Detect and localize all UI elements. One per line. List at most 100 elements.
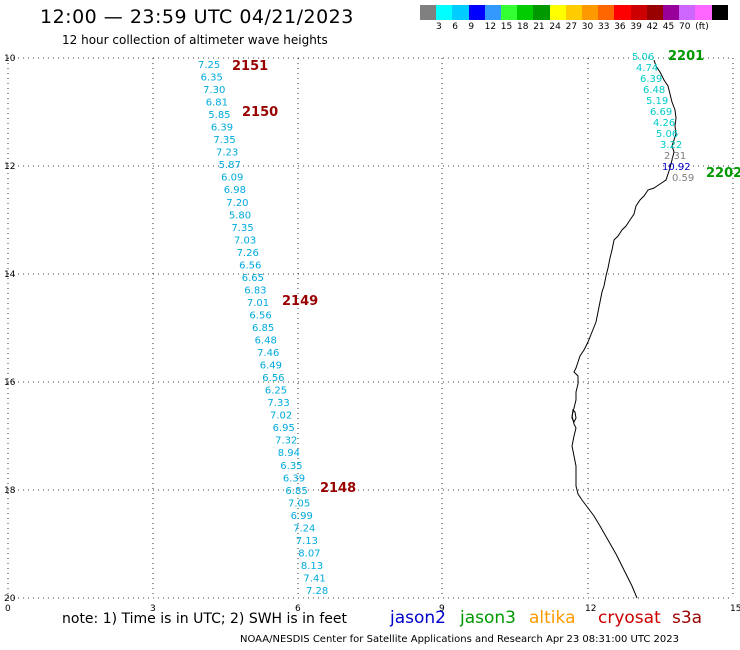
- track-b-labels: 5.064.746.396.485.196.694.265.063.222.31…: [632, 52, 694, 184]
- wave-height-value: 6.35: [201, 73, 223, 84]
- wave-height-value: 7.35: [213, 135, 235, 146]
- lat-tick-label: 20: [4, 594, 16, 604]
- wave-height-value: 6.98: [224, 185, 246, 196]
- wave-height-value: 2.31: [664, 151, 686, 162]
- colorbar-label: 18: [517, 22, 529, 32]
- pass-number-label: 2151: [232, 59, 268, 74]
- colorbar-label: 70: [679, 22, 691, 32]
- wave-height-value: 7.13: [296, 536, 318, 547]
- pass-number-label: 2149: [282, 294, 318, 309]
- legend-s3a: s3a: [672, 608, 703, 628]
- wave-height-value: 6.56: [249, 310, 271, 321]
- colorbar-swatch: [452, 5, 469, 20]
- wave-height-value: 7.20: [226, 198, 248, 209]
- wave-height-value: 7.32: [275, 436, 297, 447]
- wave-height-value: 7.23: [216, 148, 238, 159]
- wave-height-value: 8.94: [278, 448, 300, 459]
- lat-tick-label: 10: [4, 54, 16, 64]
- lon-tick-label: 12: [585, 604, 596, 614]
- pass-number-label: 2202: [706, 166, 740, 181]
- lat-tick-label: 12: [4, 162, 15, 172]
- wave-height-value: 7.03: [234, 235, 256, 246]
- island: [571, 408, 577, 424]
- colorbar-label: 30: [581, 22, 594, 32]
- wave-height-value: 4.74: [636, 63, 658, 74]
- colorbar-label: 33: [598, 22, 610, 32]
- lat-tick-label: 14: [4, 270, 16, 280]
- wave-height-value: 7.41: [303, 573, 325, 584]
- wave-height-value: 6.39: [640, 74, 662, 85]
- colorbar-label: 9: [468, 22, 475, 32]
- wave-height-value: 3.22: [660, 140, 682, 151]
- wave-height-value: 7.01: [247, 298, 269, 309]
- wave-height-value: 6.81: [206, 98, 228, 109]
- wave-height-value: 6.95: [273, 423, 295, 434]
- colorbar-label: 42: [646, 22, 659, 32]
- wave-height-value: 7.05: [288, 498, 310, 509]
- lat-tick-label: 18: [4, 486, 16, 496]
- colorbar-swatch: [565, 5, 583, 20]
- colorbar-swatch: [549, 5, 566, 20]
- colorbar-swatch: [468, 5, 485, 20]
- pass-number-labels: 2151 2150 2149 2148 2201 2202: [232, 49, 740, 496]
- colorbar-swatch: [582, 5, 599, 20]
- wave-height-value: 7.24: [293, 523, 315, 534]
- lon-tick-label: 15: [730, 604, 740, 614]
- wave-height-value: 5.06: [632, 52, 654, 63]
- lon-tick-label: 9: [439, 604, 445, 614]
- wave-height-value: 6.25: [265, 386, 287, 397]
- colorbar-swatch: [436, 5, 453, 20]
- colorbar-label: 21: [533, 22, 545, 32]
- map-title: 12:00 — 23:59 UTC 04/21/2023: [40, 6, 354, 28]
- colorbar-swatch: [501, 5, 518, 20]
- colorbar-label: 39: [630, 22, 642, 32]
- colorbar-swatch: [420, 5, 437, 20]
- map-subtitle: 12 hour collection of altimeter wave hei…: [62, 33, 328, 47]
- wave-height-value: 6.56: [262, 373, 284, 384]
- wave-height-value: 5.06: [656, 129, 678, 140]
- colorbar-swatch: [695, 5, 712, 20]
- wave-height-value: 7.28: [306, 586, 328, 597]
- footer-note: note: 1) Time is in UTC; 2) SWH is in fe…: [62, 611, 348, 627]
- wave-height-value: 6.56: [239, 260, 261, 271]
- legend-jason3: jason3: [460, 608, 516, 628]
- wave-height-value: 6.39: [283, 473, 305, 484]
- map-grid: 10 12 14 16 18 200 3 6 9 12 15: [4, 54, 740, 614]
- wave-height-value: 7.02: [270, 411, 292, 422]
- wave-height-value: 6.35: [280, 461, 302, 472]
- lon-tick-label: 6: [295, 604, 301, 614]
- pass-number-label: 2150: [242, 105, 278, 120]
- wave-height-value: 0.59: [672, 173, 694, 184]
- lon-tick-label: 0: [5, 604, 11, 614]
- colorbar-swatch: [484, 5, 502, 20]
- wave-height-value: 5.85: [208, 110, 230, 121]
- colorbar-swatch: [517, 5, 534, 20]
- colorbar-swatch: [663, 5, 680, 20]
- colorbar-label: 15: [500, 22, 513, 32]
- wave-height-value: 7.26: [237, 248, 259, 259]
- legend-cryosat: cryosat: [598, 608, 661, 628]
- colorbar-swatch: [598, 5, 615, 20]
- wave-height-value: 6.39: [211, 123, 233, 134]
- pass-number-label: 2148: [320, 481, 356, 496]
- wave-height-value: 6.49: [260, 361, 282, 372]
- colorbar-swatch: [630, 5, 647, 20]
- colorbar-swatch: [679, 5, 696, 20]
- colorbar-swatch: [646, 5, 664, 20]
- track-a-labels: 7.256.357.306.815.856.397.357.235.876.09…: [198, 60, 328, 597]
- wave-height-value: 7.46: [257, 348, 279, 359]
- wave-height-value: 6.85: [285, 486, 307, 497]
- wave-height-value: 6.69: [650, 107, 672, 118]
- colorbar-label: 6: [452, 22, 458, 32]
- lon-tick-label: 3: [150, 604, 156, 614]
- colorbar-label: 24: [549, 22, 561, 32]
- colorbar-label: 3: [436, 22, 442, 32]
- wave-height-value: 8.13: [301, 561, 323, 572]
- pass-number-label: 2201: [668, 49, 704, 64]
- colorbar-label: 45: [662, 22, 675, 32]
- wave-height-value: 6.48: [643, 85, 665, 96]
- wave-height-value: 5.19: [646, 96, 668, 107]
- wave-height-value: 7.30: [203, 85, 225, 96]
- wave-height-value: 10.92: [662, 162, 691, 173]
